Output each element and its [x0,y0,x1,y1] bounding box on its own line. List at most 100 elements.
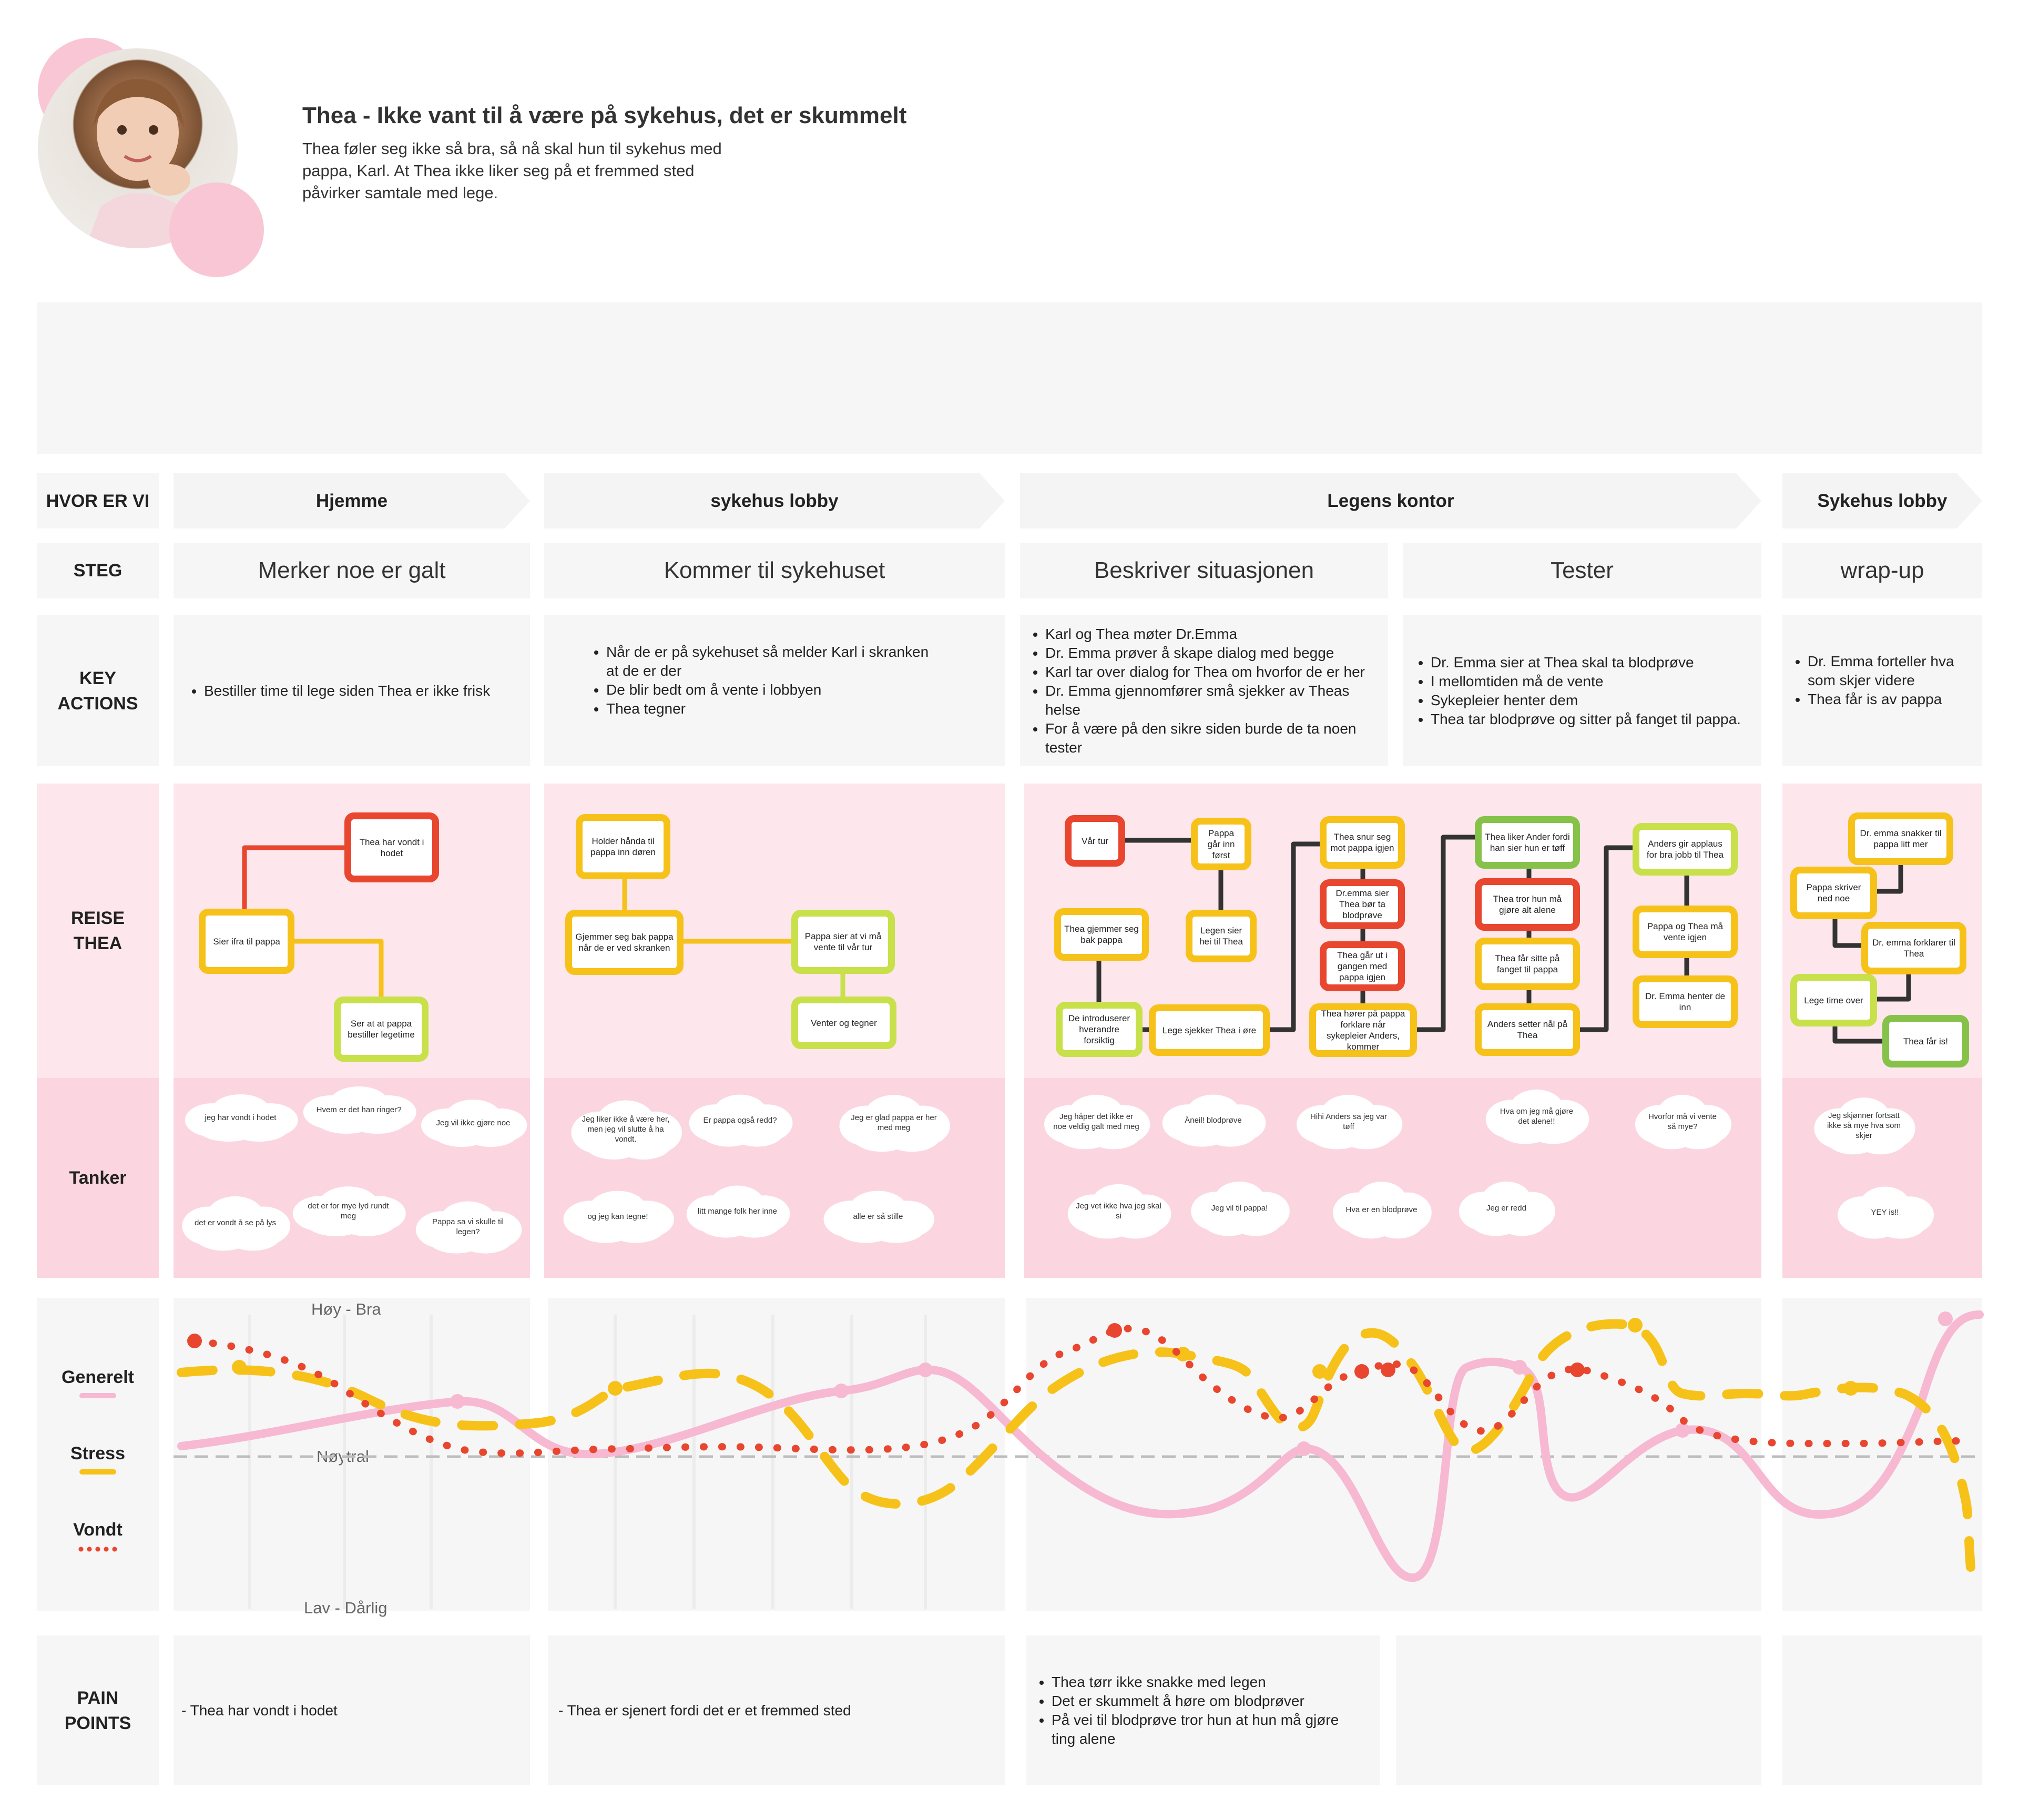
pain-point [187,1334,202,1348]
emotion-panel-1 [174,1298,530,1611]
thought-text: Er pappa også redd? [703,1115,777,1125]
thought-bubble: Jeg vil ikke gjøre noe [415,1096,531,1149]
cloud-shape [823,1191,934,1243]
journey-card: Dr. emma forklarer til Thea [1861,922,1966,974]
pain-points-list: Thea tørr ikke snakke med legen Det er s… [1026,1673,1359,1748]
journey-card: Vår tur [1065,815,1125,867]
connector-line [1573,845,1638,1032]
thought-bubble: det er vondt å se på lys [176,1193,294,1253]
journey-card: Dr.emma sier Thea bør ta blodprøve [1320,879,1405,929]
cloud-shape [292,1186,406,1236]
thought-text: Hihi Anders sa jeg var tøff [1310,1112,1387,1131]
thought-text: det er for mye lyd rundt meg [308,1201,389,1221]
cloud-shape [571,1100,682,1160]
thought-bubble: Åneil! blodprøve [1157,1091,1270,1149]
row-label-thoughts: Tanker [37,1078,159,1278]
pain-curve [191,1325,1970,1457]
row-label-journey: REISE THEA [37,784,159,1078]
avatar [38,48,238,248]
cloud-shape [1459,1181,1555,1236]
key-action-item: Bestiller time til lege siden Thea er ik… [204,682,490,700]
thought-bubble: Jeg liker ikke å være her, men jeg vil s… [565,1096,686,1162]
journey-card: Lege time over [1790,974,1877,1026]
journey-card: Anders setter nål på Thea [1475,1003,1580,1056]
cloud-shape [1635,1094,1731,1150]
cloud-shape [1297,1094,1403,1150]
journey-card: Thea liker Ander fordi han sier hun er t… [1475,816,1580,869]
key-action-item: Dr. Emma prøver å skape dialog med begge [1045,644,1383,663]
journey-card: Legen sier hei til Thea [1186,910,1257,962]
cloud-shape [839,1095,950,1152]
stress-curve [177,1319,1975,1572]
thought-text: Jeg vil ikke gjøre noe [436,1118,511,1127]
general-point [450,1394,465,1409]
journey-card: De introduserer hverandre forsiktig [1056,1002,1143,1057]
journey-card: Holder hånda til pappa inn døren [576,814,670,879]
thought-text: Jeg skjønner fortsatt ikke så mye hva so… [1827,1111,1901,1140]
key-actions-list: Dr. Emma forteller hva som skjer videre … [1782,652,1972,709]
journey-card: Sier ifra til pappa [199,909,294,974]
general-point [834,1384,849,1398]
key-actions-3: Karl og Thea møter Dr.Emma Dr. Emma prøv… [1020,615,1388,766]
thought-text: Hvorfor må vi vente så mye? [1648,1112,1717,1131]
cloud-shape [563,1191,674,1243]
journey-card: Thea snur seg mot pappa igjen [1320,816,1405,869]
journey-card: Thea hører på pappa forklare når sykeple… [1309,1003,1417,1057]
phase-legens-kontor: Legens kontor [1020,473,1761,528]
key-action-item: Når de er på sykehuset så melder Karl i … [606,643,942,680]
pain-point [1354,1364,1369,1379]
general-point [1297,1441,1311,1456]
thought-bubble: Jeg vet ikke hva jeg skal si [1062,1181,1175,1241]
cloud-shape [182,1196,291,1251]
thought-text: alle er så stille [853,1212,903,1221]
cloud-shape [1485,1089,1589,1144]
connector-line [242,845,350,911]
thought-bubble: Jeg skjønner fortsatt ikke så mye hva so… [1809,1094,1919,1157]
thought-text: det er vondt å se på lys [194,1218,277,1227]
thought-text: YEY is!! [1871,1207,1899,1217]
phase-sykehus-lobby-2: Sykehus lobby [1782,473,1982,528]
key-actions-list: Bestiller time til lege siden Thea er ik… [179,682,490,700]
connector-line [292,939,384,999]
legend-pain: Vondt [37,1520,159,1552]
thought-text: Jeg vil til pappa! [1211,1204,1268,1213]
thought-bubble: alle er så stille [818,1187,939,1245]
key-actions-list: Karl og Thea møter Dr.Emma Dr. Emma prøv… [1020,625,1383,757]
cloud-shape [1838,1186,1934,1239]
journey-card: Thea tror hun må gjøre alt alene [1475,878,1580,931]
legend-general-swatch [79,1393,116,1398]
journey-card: Gjemmer seg bak pappa når de er ved skra… [565,910,684,975]
journey-card: Dr. Emma henter de inn [1633,975,1738,1028]
thought-bubble: litt mange folk her inne [681,1182,794,1240]
pain-point [1570,1363,1585,1377]
thought-text: Jeg er glad pappa er her med meg [851,1113,937,1132]
thought-bubble: Hihi Anders sa jeg var tøff [1291,1091,1406,1152]
stress-point [232,1360,247,1375]
pain-point [1107,1323,1122,1338]
general-curve [177,1310,1984,1582]
pain-points-2: - Thea er sjenert fordi det er et fremme… [548,1635,1005,1785]
thought-bubble: Er pappa også redd? [684,1091,797,1149]
pain-points-4 [1396,1635,1761,1785]
legend-general-label: Generelt [62,1367,134,1387]
cloud-shape [185,1094,298,1142]
journey-card: Venter og tegner [791,997,896,1049]
key-action-item: Sykepleier henter dem [1431,691,1741,710]
row-label-key-actions-text: KEY ACTIONS [57,668,138,714]
cloud-shape [686,1185,790,1238]
stress-point [1312,1364,1327,1379]
step-wrap-up: wrap-up [1782,543,1982,598]
stress-point [1628,1318,1643,1333]
axis-high-label: Høy - Bra [311,1300,381,1318]
thought-text: Jeg liker ikke å være her, men jeg vil s… [582,1115,670,1144]
key-action-item: Thea får is av pappa [1808,690,1972,709]
key-actions-1: Bestiller time til lege siden Thea er ik… [174,615,530,766]
thought-bubble: YEY is!! [1832,1183,1938,1241]
step-tester: Tester [1403,543,1761,598]
thought-bubble: jeg har vondt i hodet [179,1091,302,1144]
general-point [918,1363,933,1377]
key-action-item: Dr. Emma forteller hva som skjer videre [1808,652,1972,690]
cloud-shape [1162,1094,1266,1147]
thought-bubble: Jeg vil til pappa! [1186,1178,1293,1238]
key-actions-list: Når de er på sykehuset så melder Karl i … [581,643,942,718]
